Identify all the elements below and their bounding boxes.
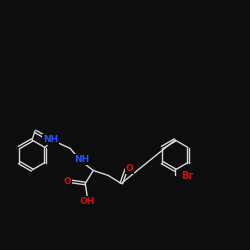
Text: OH: OH — [80, 197, 95, 206]
Text: O: O — [126, 164, 133, 173]
Text: NH: NH — [74, 155, 89, 164]
Text: NH: NH — [43, 135, 58, 144]
Text: O: O — [64, 177, 71, 186]
Text: Br: Br — [181, 171, 193, 181]
